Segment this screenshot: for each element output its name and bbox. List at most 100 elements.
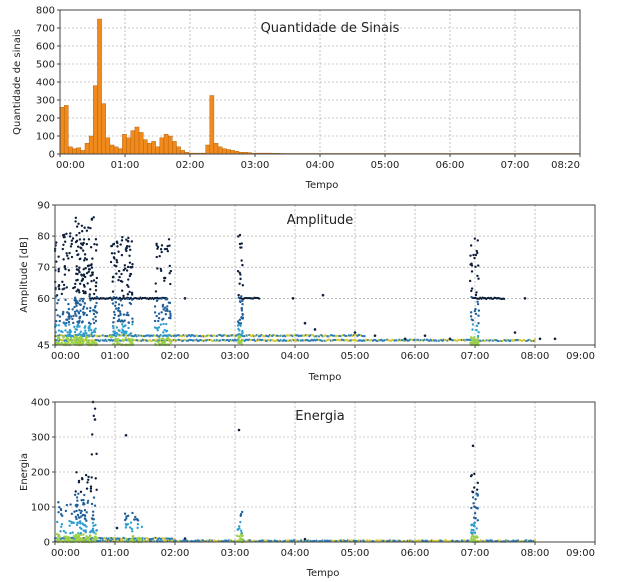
data-point: [82, 503, 85, 506]
data-point: [91, 530, 94, 533]
bar: [142, 139, 148, 155]
data-point: [157, 312, 161, 315]
data-point: [474, 535, 477, 539]
data-point: [169, 314, 172, 318]
data-point: [126, 293, 130, 296]
data-point: [154, 282, 157, 285]
data-point: [237, 535, 241, 538]
data-point: [84, 337, 88, 341]
data-point: [117, 319, 121, 322]
data-point: [120, 331, 123, 334]
data-point: [128, 301, 132, 305]
data-point: [126, 265, 130, 269]
data-point: [90, 266, 94, 269]
data-point: [239, 520, 242, 524]
data-point: [87, 329, 91, 332]
data-point: [129, 248, 132, 252]
data-point: [237, 339, 241, 343]
bar: [180, 150, 185, 155]
data-point: [80, 224, 84, 228]
x-tick-label: 01:00: [101, 351, 130, 362]
data-point: [113, 313, 117, 316]
data-point: [474, 265, 477, 269]
data-point: [241, 338, 245, 342]
bar: [230, 150, 235, 155]
data-point: [473, 237, 477, 240]
data-point: [64, 538, 68, 541]
data-point: [167, 301, 171, 304]
y-tick-label: 700: [36, 24, 55, 35]
x-tick-label: 00:00: [56, 160, 85, 171]
data-point: [77, 338, 80, 342]
data-point: [238, 282, 241, 285]
data-point: [124, 267, 127, 270]
x-tick-label: 07:00: [461, 548, 490, 559]
data-point: [138, 536, 141, 540]
data-point: [112, 295, 116, 299]
data-point: [92, 318, 95, 321]
data-point: [117, 250, 120, 253]
data-point: [321, 293, 325, 297]
data-point: [236, 269, 240, 273]
y-tick-label: 100: [36, 132, 55, 143]
data-point: [75, 268, 79, 271]
bar: [93, 85, 98, 155]
data-point: [129, 332, 133, 335]
x-tick-label: 01:00: [101, 548, 130, 559]
data-point: [89, 487, 93, 490]
data-point: [56, 520, 59, 524]
scatter-chart-amplitude: 45 60 70 80 90 00:00 01:00 02:00 03:00 04:00 05:0…: [19, 201, 596, 383]
data-point: [169, 269, 173, 273]
data-point: [168, 310, 172, 313]
data-point: [475, 338, 478, 341]
data-point: [120, 319, 124, 322]
data-point: [95, 529, 98, 532]
bar: [109, 144, 115, 155]
data-point: [67, 320, 71, 324]
data-point: [473, 256, 476, 260]
data-point: [86, 499, 90, 503]
data-point: [120, 323, 124, 326]
data-point: [474, 312, 478, 316]
data-point: [62, 310, 65, 314]
x-tick-label: 06:00: [401, 351, 430, 362]
data-point: [73, 493, 77, 497]
data-point: [471, 338, 475, 342]
data-point: [468, 279, 472, 283]
y-axis-ticks: 0 100 200 300 400 500 600 700 800: [36, 6, 60, 161]
data-point: [76, 245, 80, 248]
data-point: [125, 538, 128, 541]
data-point: [94, 289, 98, 292]
data-point: [67, 269, 71, 272]
data-point: [55, 324, 58, 327]
data-point: [476, 302, 480, 306]
data-point: [118, 333, 121, 337]
data-point: [474, 253, 478, 257]
data-point: [127, 278, 130, 281]
data-point: [75, 299, 78, 302]
x-tick-label: 01:00: [111, 160, 140, 171]
data-point: [61, 514, 64, 518]
data-point: [131, 338, 134, 341]
data-point: [95, 243, 99, 246]
data-point: [92, 524, 95, 528]
data-point: [60, 523, 64, 526]
data-point: [82, 297, 85, 301]
data-point: [91, 271, 95, 274]
data-point: [470, 287, 474, 290]
y-tick-label: 0: [44, 538, 50, 549]
data-point: [474, 307, 477, 311]
data-point: [77, 253, 80, 256]
data-point: [470, 270, 474, 273]
data-point: [70, 255, 74, 259]
data-point: [94, 319, 98, 323]
data-point: [61, 234, 65, 237]
data-point: [472, 502, 475, 505]
x-axis-ticks: 00:00 01:00 02:00 03:00 04:00 05:00 06:00 07:00…: [51, 542, 596, 559]
data-point: [70, 341, 74, 344]
data-point: [74, 327, 77, 331]
data-point: [111, 280, 114, 283]
bar: [167, 135, 173, 155]
data-point: [157, 316, 161, 320]
data-point: [57, 501, 60, 504]
